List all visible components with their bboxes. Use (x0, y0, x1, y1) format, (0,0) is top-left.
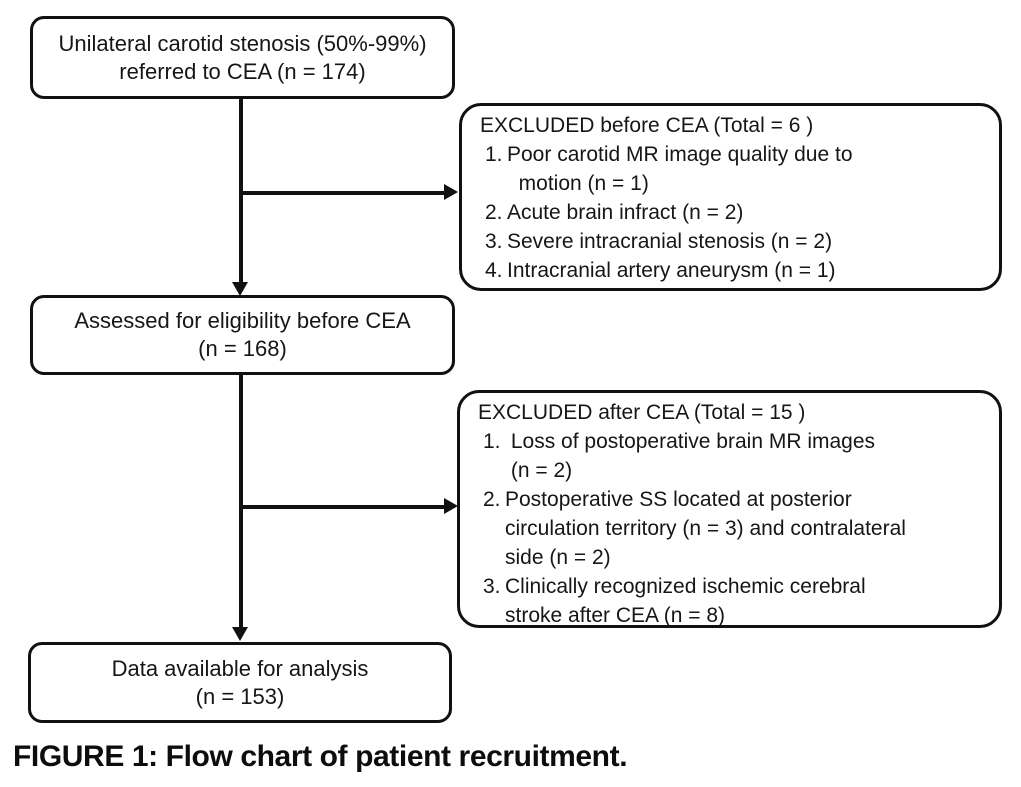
node-data-available: Data available for analysis (n = 153) (28, 642, 452, 723)
arrowhead-right-icon (444, 498, 458, 514)
node-analysis-line1: Data available for analysis (111, 655, 369, 681)
excluded-before-item-2: 2. Acute brain infract (n = 2) (480, 198, 991, 227)
arrowhead-down-icon (232, 282, 248, 296)
item-text: Severe intracranial stenosis (n = 2) (507, 230, 833, 253)
node-referred-to-cea: Unilateral carotid stenosis (50%-99%) re… (30, 16, 455, 99)
excluded-after-item-3: 3. Clinically recognized ischemic cerebr… (478, 572, 991, 630)
item-text: Postoperative SS located at posterior ci… (505, 488, 906, 569)
arrowhead-right-icon (444, 184, 458, 200)
connector-vertical-assessed-to-analysis (239, 373, 243, 629)
excluded-after-header: EXCLUDED after CEA (Total = 15 ) (478, 401, 806, 424)
item-text: Poor carotid MR image quality due to mot… (507, 143, 853, 195)
connector-branch-excluded-before (241, 191, 444, 195)
item-number: 2. (483, 488, 501, 511)
excluded-before-item-3: 3. Severe intracranial stenosis (n = 2) (480, 227, 991, 256)
item-number: 1. (485, 143, 503, 166)
excluded-before-item-4: 4. Intracranial artery aneurysm (n = 1) (480, 256, 991, 285)
excluded-before-header: EXCLUDED before CEA (Total = 6 ) (480, 114, 814, 137)
node-referred-line2: referred to CEA (n = 174) (119, 58, 366, 84)
item-text: Loss of postoperative brain MR images (n… (510, 430, 876, 482)
connector-branch-excluded-after (241, 505, 444, 509)
item-text: Acute brain infract (n = 2) (507, 201, 744, 224)
excluded-before-item-1: 1. Poor carotid MR image quality due to … (480, 140, 991, 198)
item-text: Clinically recognized ischemic cerebral … (505, 575, 866, 627)
figure-caption: FIGURE 1: Flow chart of patient recruitm… (13, 740, 628, 773)
arrowhead-down-icon (232, 627, 248, 641)
item-number: 1. (483, 430, 501, 453)
node-referred-line1: Unilateral carotid stenosis (50%-99%) (58, 30, 427, 56)
excluded-after-item-1: 1. Loss of postoperative brain MR images… (478, 427, 991, 485)
node-assessed-eligibility: Assessed for eligibility before CEA (n =… (30, 295, 455, 375)
item-number: 4. (485, 259, 503, 282)
item-text: Intracranial artery aneurysm (n = 1) (507, 259, 836, 282)
item-number: 3. (483, 575, 501, 598)
excluded-after-item-2: 2. Postoperative SS located at posterior… (478, 485, 991, 572)
item-number: 3. (485, 230, 503, 253)
node-excluded-before-cea: EXCLUDED before CEA (Total = 6 ) 1. Poor… (459, 103, 1002, 291)
item-number: 2. (485, 201, 503, 224)
node-assessed-line2: (n = 168) (198, 336, 287, 361)
node-assessed-line1: Assessed for eligibility before CEA (74, 308, 411, 333)
connector-vertical-referred-to-assessed (239, 98, 243, 284)
node-excluded-after-cea: EXCLUDED after CEA (Total = 15 ) 1. Loss… (457, 390, 1002, 628)
node-analysis-line2: (n = 153) (195, 683, 285, 709)
